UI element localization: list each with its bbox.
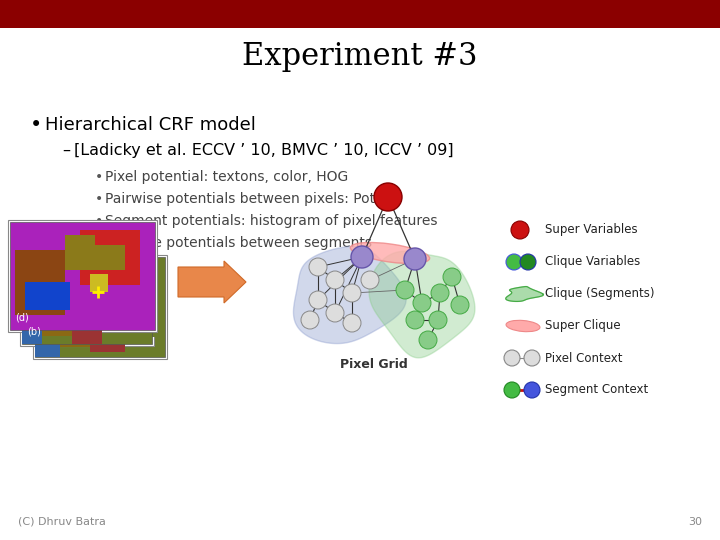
Bar bbox=[33, 255, 167, 359]
Circle shape bbox=[419, 331, 437, 349]
Text: Hierarchical CRF model: Hierarchical CRF model bbox=[45, 116, 256, 134]
Circle shape bbox=[361, 271, 379, 289]
Circle shape bbox=[431, 284, 449, 302]
Text: [Ladicky et al. ECCV ’ 10, BMVC ’ 10, ICCV ’ 09]: [Ladicky et al. ECCV ’ 10, BMVC ’ 10, IC… bbox=[74, 143, 454, 158]
Bar bbox=[22, 289, 42, 344]
Bar bbox=[90, 327, 125, 352]
Text: (d): (d) bbox=[15, 312, 29, 322]
Text: Clique (Segments): Clique (Segments) bbox=[545, 287, 654, 300]
Text: Experiment #3: Experiment #3 bbox=[242, 40, 478, 72]
Bar bbox=[15, 250, 65, 315]
Polygon shape bbox=[369, 251, 475, 358]
Bar bbox=[35, 257, 165, 357]
FancyArrow shape bbox=[178, 261, 246, 303]
Polygon shape bbox=[294, 246, 406, 343]
Circle shape bbox=[443, 268, 461, 286]
Circle shape bbox=[309, 258, 327, 276]
Text: •: • bbox=[30, 115, 42, 135]
Circle shape bbox=[326, 271, 344, 289]
Bar bbox=[82, 249, 122, 294]
Bar bbox=[95, 245, 125, 270]
Bar bbox=[22, 244, 152, 344]
Circle shape bbox=[511, 221, 529, 239]
Bar bbox=[8, 220, 157, 332]
Text: •: • bbox=[95, 192, 103, 206]
Polygon shape bbox=[505, 287, 544, 301]
Circle shape bbox=[524, 382, 540, 398]
Bar bbox=[10, 222, 155, 330]
Circle shape bbox=[326, 304, 344, 322]
Ellipse shape bbox=[506, 320, 540, 332]
Bar bbox=[97, 274, 152, 329]
Bar bbox=[35, 307, 60, 357]
Text: Pixel potential: textons, color, HOG: Pixel potential: textons, color, HOG bbox=[105, 170, 348, 184]
Bar bbox=[0, 0, 720, 28]
Text: Super Clique: Super Clique bbox=[545, 320, 621, 333]
Text: Segment potentials: histogram of pixel features: Segment potentials: histogram of pixel f… bbox=[105, 214, 438, 228]
Bar bbox=[20, 242, 154, 346]
Circle shape bbox=[301, 311, 319, 329]
Text: Pixel Grid: Pixel Grid bbox=[340, 359, 408, 372]
Text: •: • bbox=[95, 236, 103, 250]
Ellipse shape bbox=[351, 242, 430, 264]
Text: Pixel Context: Pixel Context bbox=[545, 352, 623, 365]
Text: (b): (b) bbox=[27, 326, 41, 336]
Text: Clique Variables: Clique Variables bbox=[545, 255, 640, 268]
Circle shape bbox=[309, 291, 327, 309]
Text: Pairwise potentials between pixels: Potts: Pairwise potentials between pixels: Pott… bbox=[105, 192, 388, 206]
Circle shape bbox=[351, 246, 373, 268]
Circle shape bbox=[451, 296, 469, 314]
Circle shape bbox=[413, 294, 431, 312]
Bar bbox=[65, 235, 95, 270]
Circle shape bbox=[406, 311, 424, 329]
Text: –: – bbox=[62, 143, 70, 158]
Text: (C) Dhruv Batra: (C) Dhruv Batra bbox=[18, 517, 106, 527]
Bar bbox=[95, 262, 135, 302]
Text: •: • bbox=[95, 214, 103, 228]
Bar bbox=[115, 287, 165, 337]
Bar bbox=[42, 301, 77, 336]
Text: Pairwise potentials between segments: Pairwise potentials between segments bbox=[105, 236, 372, 250]
Circle shape bbox=[343, 284, 361, 302]
Bar bbox=[90, 274, 108, 292]
Circle shape bbox=[343, 314, 361, 332]
Circle shape bbox=[404, 248, 426, 270]
Circle shape bbox=[374, 183, 402, 211]
Circle shape bbox=[429, 311, 447, 329]
Circle shape bbox=[504, 350, 520, 366]
Bar bbox=[72, 319, 102, 344]
Bar bbox=[60, 317, 90, 347]
Text: •: • bbox=[95, 170, 103, 184]
Text: Segment Context: Segment Context bbox=[545, 383, 648, 396]
Circle shape bbox=[520, 254, 536, 270]
Circle shape bbox=[524, 350, 540, 366]
Text: 30: 30 bbox=[688, 517, 702, 527]
Circle shape bbox=[506, 254, 522, 270]
Circle shape bbox=[396, 281, 414, 299]
Bar bbox=[25, 282, 70, 310]
Circle shape bbox=[504, 382, 520, 398]
Bar bbox=[80, 230, 140, 285]
Text: Super Variables: Super Variables bbox=[545, 224, 638, 237]
